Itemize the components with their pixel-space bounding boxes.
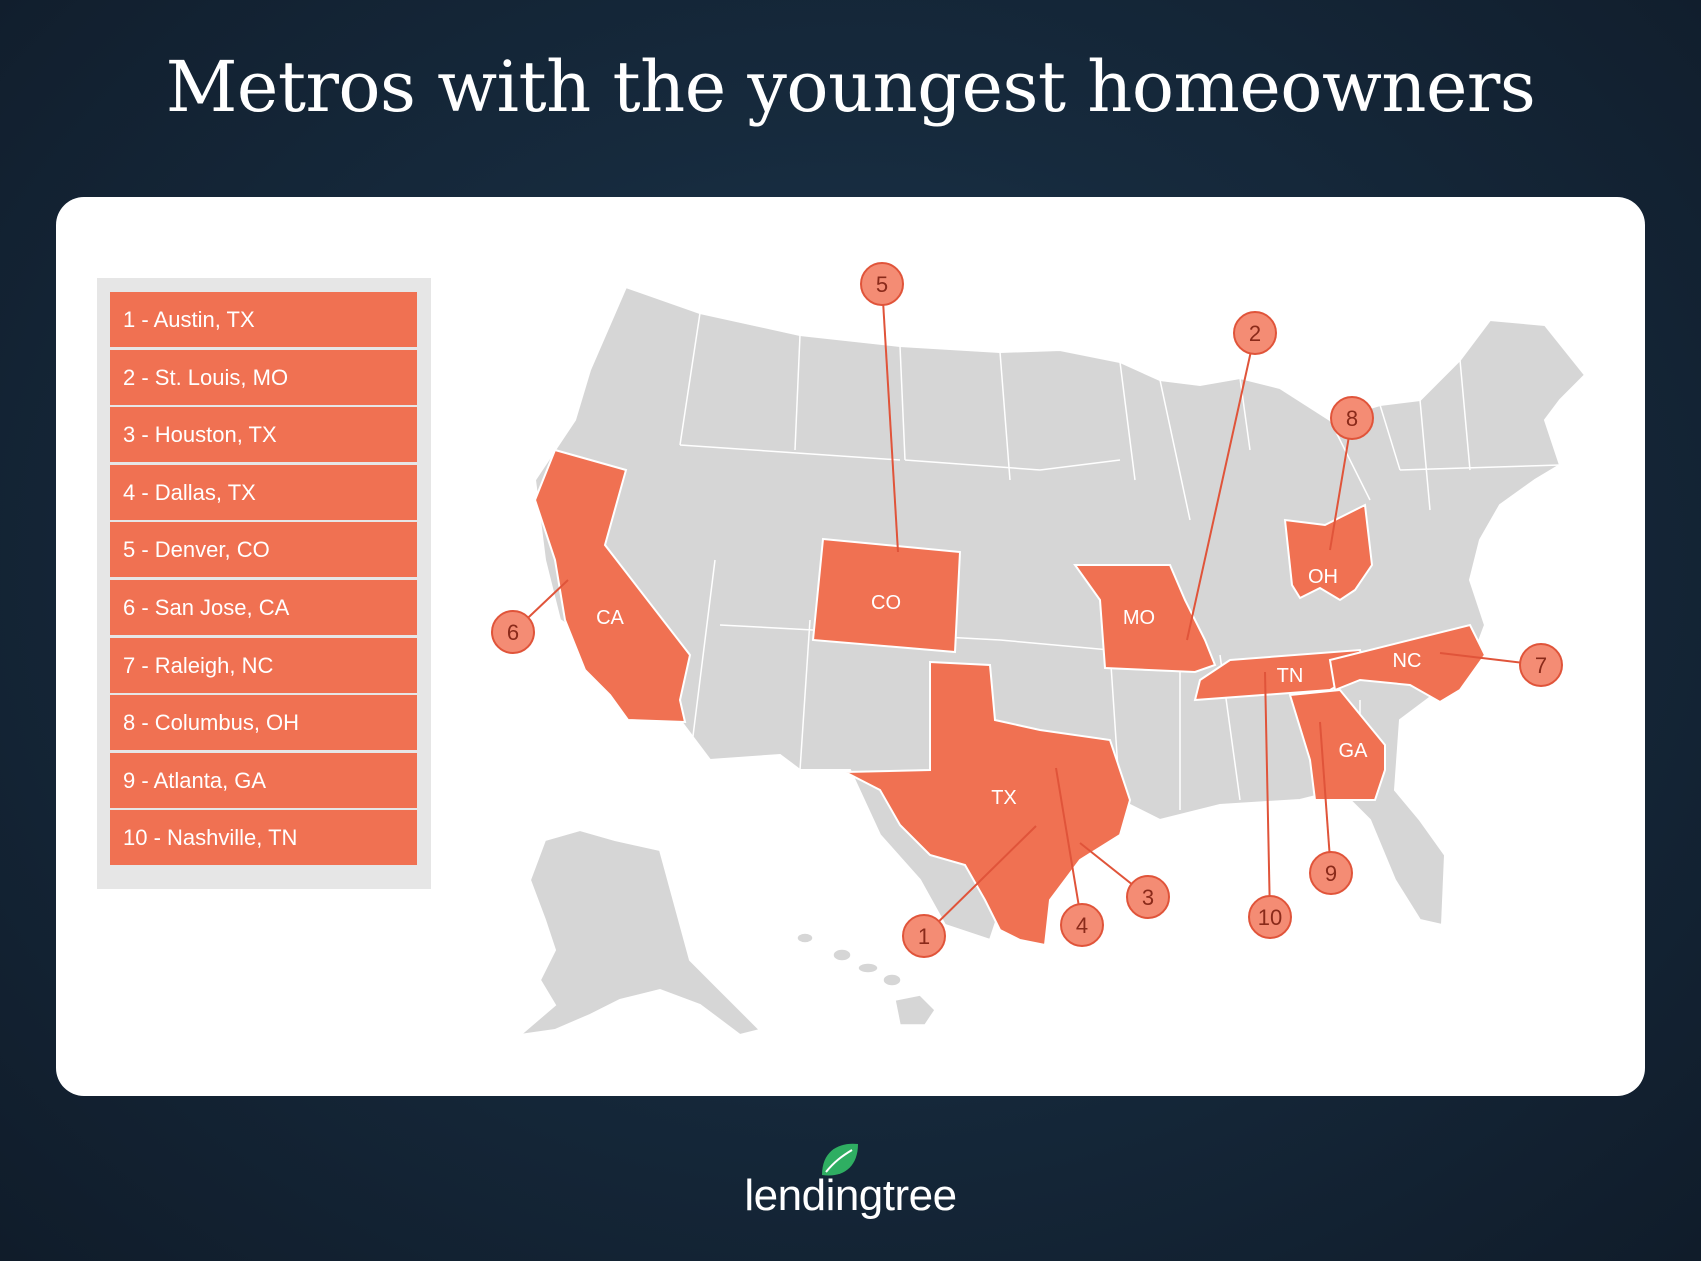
legend-item-8: 8 - Columbus, OH	[110, 695, 417, 750]
state-ohio	[1283, 503, 1374, 602]
marker-6-label: 6	[507, 620, 519, 645]
marker-8: 8	[1330, 396, 1374, 440]
state-label-co: CO	[871, 592, 901, 614]
legend-item-6: 6 - San Jose, CA	[110, 580, 417, 635]
legend-item-1: 1 - Austin, TX	[110, 292, 417, 347]
lendingtree-logo: lendingtree	[744, 1171, 957, 1220]
marker-5: 5	[860, 262, 904, 306]
state-borders	[679, 312, 1561, 810]
marker-2: 2	[1233, 311, 1277, 355]
state-label-tx: TX	[991, 787, 1017, 809]
legend-item-2: 2 - St. Louis, MO	[110, 350, 417, 405]
ranking-legend: 1 - Austin, TX 2 - St. Louis, MO 3 - Hou…	[97, 278, 431, 889]
legend-item-5: 5 - Denver, CO	[110, 522, 417, 577]
marker-7: 7	[1519, 643, 1563, 687]
hawaii-land	[796, 932, 936, 1026]
marker-10-label: 10	[1258, 905, 1282, 930]
marker-10: 10	[1248, 895, 1292, 939]
marker-4-label: 4	[1076, 913, 1088, 938]
leaf-icon	[822, 1143, 858, 1176]
marker-6: 6	[491, 610, 535, 654]
state-label-ca: CA	[596, 607, 624, 629]
marker-1: 1	[902, 914, 946, 958]
state-colorado	[811, 537, 962, 654]
legend-item-3: 3 - Houston, TX	[110, 407, 417, 462]
marker-4: 4	[1060, 903, 1104, 947]
state-label-oh: OH	[1308, 566, 1338, 588]
legend-item-9: 9 - Atlanta, GA	[110, 753, 417, 808]
alaska-land	[516, 828, 762, 1037]
state-label-mo: MO	[1123, 607, 1155, 629]
legend-item-4: 4 - Dallas, TX	[110, 465, 417, 520]
state-labels: CA CO TX MO OH TN NC GA	[596, 566, 1421, 809]
state-label-tn: TN	[1277, 665, 1304, 687]
marker-7-label: 7	[1535, 653, 1547, 678]
highlighted-states	[533, 448, 1487, 947]
marker-3: 3	[1126, 875, 1170, 919]
marker-2-label: 2	[1249, 321, 1261, 346]
state-texas	[844, 660, 1132, 947]
legend-item-7: 7 - Raleigh, NC	[110, 638, 417, 693]
state-north-carolina	[1328, 623, 1487, 704]
rank-markers: 1 2 3 4 5 6 7 8	[491, 262, 1563, 958]
state-georgia	[1288, 688, 1386, 801]
marker-3-label: 3	[1142, 885, 1154, 910]
state-label-nc: NC	[1393, 650, 1422, 672]
marker-9: 9	[1309, 851, 1353, 895]
marker-8-label: 8	[1346, 406, 1358, 431]
state-missouri	[1073, 564, 1217, 674]
marker-5-label: 5	[876, 272, 888, 297]
legend-item-10: 10 - Nashville, TN	[110, 810, 417, 865]
marker-9-label: 9	[1325, 861, 1337, 886]
state-california	[533, 448, 692, 724]
state-label-ga: GA	[1339, 740, 1369, 762]
marker-1-label: 1	[918, 924, 930, 949]
page-title: Metros with the youngest homeowners	[165, 46, 1536, 128]
